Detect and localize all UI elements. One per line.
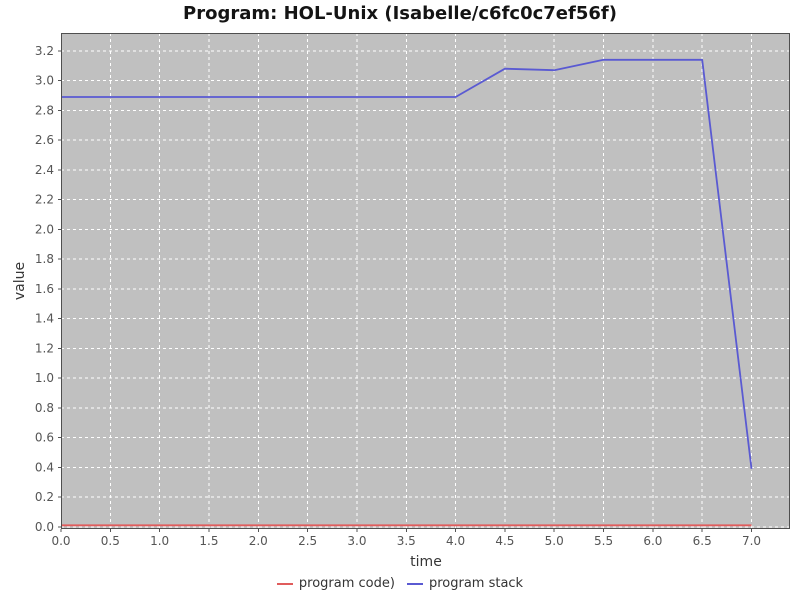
x-tick-label: 6.0 xyxy=(643,534,662,548)
y-tick-label: 2.4 xyxy=(35,163,54,177)
chart-title: Program: HOL-Unix (Isabelle/c6fc0c7ef56f… xyxy=(183,3,617,24)
y-tick-label: 1.2 xyxy=(35,341,54,355)
y-tick-label: 2.2 xyxy=(35,193,54,207)
x-tick-label: 1.5 xyxy=(199,534,218,548)
x-tick-label: 1.0 xyxy=(150,534,169,548)
x-tick-label: 3.0 xyxy=(347,534,366,548)
x-tick-label: 6.5 xyxy=(693,534,712,548)
x-tick-label: 2.0 xyxy=(249,534,268,548)
y-tick-label: 0.8 xyxy=(35,401,54,415)
x-tick-label: 0.5 xyxy=(101,534,120,548)
x-tick-label: 4.0 xyxy=(446,534,465,548)
legend-item-program-code: program code) xyxy=(276,576,395,591)
plot-border xyxy=(61,33,790,529)
legend-item-program-stack: program stack xyxy=(406,576,524,591)
y-tick-label: 2.8 xyxy=(35,103,54,117)
y-tick-label: 0.6 xyxy=(35,431,54,445)
x-tick-label: 5.0 xyxy=(545,534,564,548)
x-tick-label: 3.5 xyxy=(397,534,416,548)
y-tick-label: 2.6 xyxy=(35,133,54,147)
legend-label: program stack xyxy=(428,576,524,591)
y-tick-label: 1.0 xyxy=(35,371,54,385)
y-tick-label: 0.2 xyxy=(35,490,54,504)
y-tick-label: 0.0 xyxy=(35,520,54,534)
y-tick-label: 1.6 xyxy=(35,282,54,296)
y-tick-label: 3.0 xyxy=(35,74,54,88)
legend: program code) program stack xyxy=(0,576,800,591)
x-tick-label: 4.5 xyxy=(495,534,514,548)
series-line-program-stack xyxy=(61,58,753,469)
y-tick-label: 2.0 xyxy=(35,222,54,236)
y-tick-label: 3.2 xyxy=(35,44,54,58)
x-tick-label: 5.5 xyxy=(594,534,613,548)
y-tick-label: 1.4 xyxy=(35,312,54,326)
x-tick-label: 7.0 xyxy=(742,534,761,548)
x-axis-label: time xyxy=(410,554,442,570)
y-tick-label: 1.8 xyxy=(35,252,54,266)
series-color-dash-icon xyxy=(276,582,293,585)
y-tick-label: 0.4 xyxy=(35,460,54,474)
plot-background xyxy=(61,33,790,529)
series-color-dash-icon xyxy=(406,582,423,585)
x-tick-label: 2.5 xyxy=(298,534,317,548)
y-axis-label: value xyxy=(12,261,28,301)
x-tick-label: 0.0 xyxy=(51,534,70,548)
legend-label: program code) xyxy=(298,576,395,591)
